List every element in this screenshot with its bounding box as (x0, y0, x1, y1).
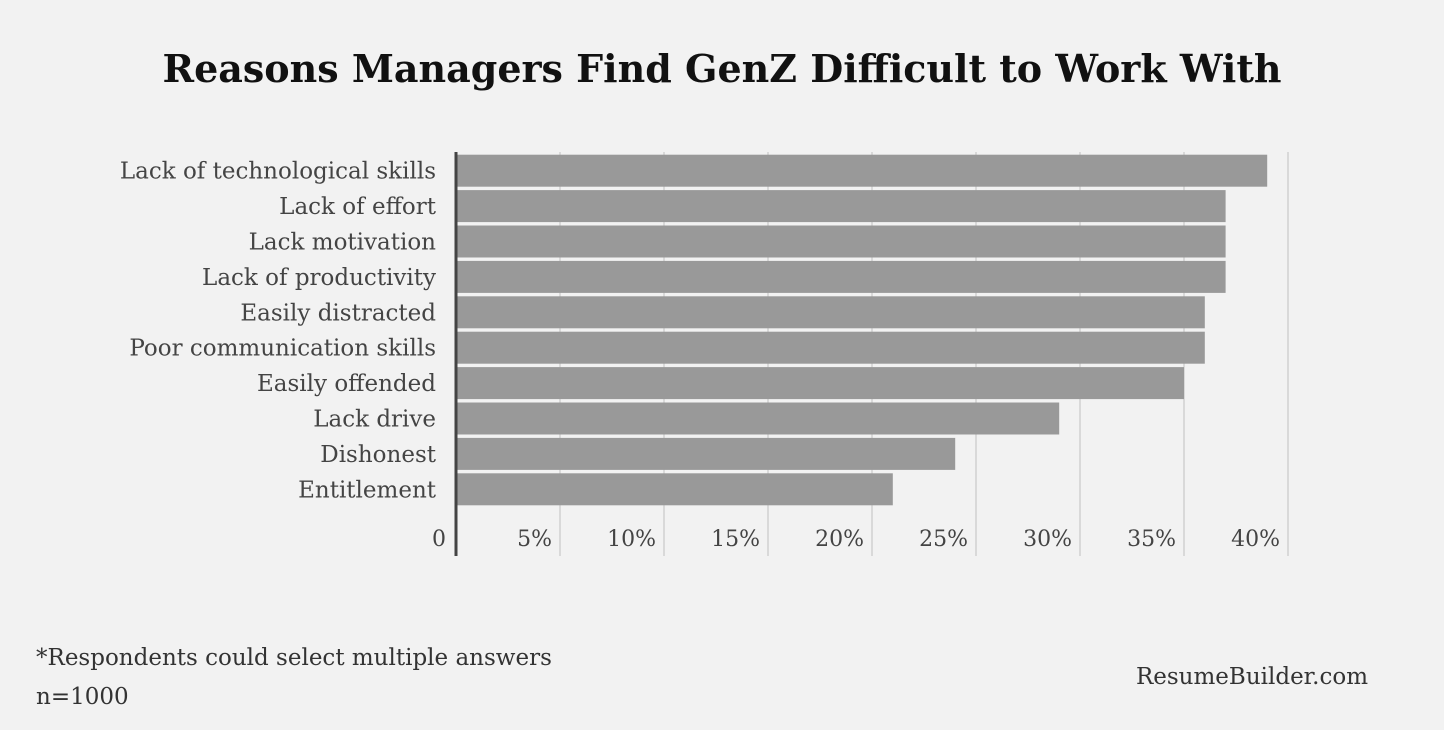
bar (456, 296, 1205, 329)
bar (456, 260, 1226, 293)
x-tick-label: 35% (1127, 527, 1176, 552)
category-label: Easily offended (257, 371, 436, 397)
category-label: Lack drive (313, 407, 436, 433)
chart-title: Reasons Managers Find GenZ Difficult to … (162, 46, 1282, 91)
x-tick-label: 15% (711, 527, 760, 552)
sample-size: n=1000 (36, 684, 129, 710)
category-label: Lack of productivity (202, 265, 436, 291)
x-tick-label: 40% (1231, 527, 1280, 552)
category-labels: Lack of technological skills Lack of effo… (120, 159, 437, 504)
category-label: Lack of technological skills (120, 159, 436, 185)
x-tick-label: 10% (607, 527, 656, 552)
category-label: Dishonest (320, 442, 436, 468)
bar (456, 367, 1184, 400)
category-label: Entitlement (298, 477, 437, 503)
bar (456, 154, 1268, 187)
category-label: Lack motivation (249, 230, 437, 256)
bar (456, 402, 1060, 435)
category-label: Easily distracted (240, 300, 436, 326)
bar (456, 473, 893, 506)
bars (456, 154, 1268, 506)
x-tick-label: 30% (1023, 527, 1072, 552)
x-tick-label: 0 (432, 527, 446, 552)
x-tick-label: 20% (815, 527, 864, 552)
bar (456, 331, 1205, 364)
bar (456, 225, 1226, 258)
footnote: *Respondents could select multiple answe… (36, 645, 552, 671)
x-tick-label: 5% (517, 527, 552, 552)
bar (456, 190, 1226, 223)
bar (456, 437, 956, 470)
x-tick-label: 25% (919, 527, 968, 552)
category-label: Lack of effort (279, 194, 437, 220)
category-label: Poor communication skills (129, 336, 436, 362)
tick-labels: 0 5% 10% 15% 20% 25% 30% 35% 40% (432, 527, 1280, 552)
source-credit: ResumeBuilder.com (1135, 664, 1368, 690)
